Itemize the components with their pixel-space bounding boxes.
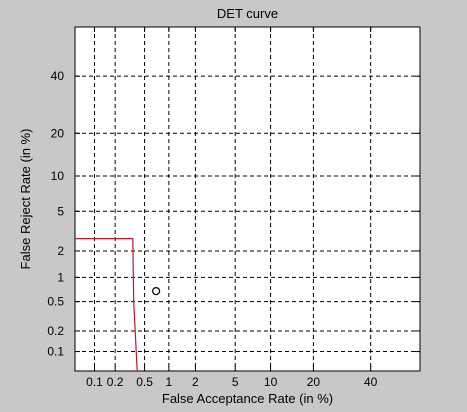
plot-area — [75, 27, 420, 371]
x-tick-label: 0.2 — [107, 375, 124, 389]
x-tick-label: 1 — [166, 375, 173, 389]
y-tick-label: 0.2 — [47, 324, 64, 338]
x-tick-label: 5 — [232, 375, 239, 389]
y-tick-label: 40 — [51, 69, 65, 83]
y-tick-label: 20 — [51, 126, 65, 140]
x-axis-label: False Acceptance Rate (in %) — [162, 391, 333, 406]
y-axis-label: False Reject Rate (in %) — [18, 129, 33, 270]
x-tick-label: 20 — [307, 375, 321, 389]
operating-point-marker — [153, 288, 160, 295]
x-tick-label: 2 — [192, 375, 199, 389]
y-tick-labels: 0.1 0.2 0.5 1 2 5 10 20 40 — [47, 69, 64, 358]
x-tick-label: 0.5 — [136, 375, 153, 389]
y-tick-label: 0.1 — [47, 345, 64, 359]
x-tick-label: 10 — [264, 375, 278, 389]
y-tick-label: 0.5 — [47, 295, 64, 309]
y-tick-label: 2 — [57, 244, 64, 258]
chart-title: DET curve — [217, 6, 278, 21]
x-tick-label: 40 — [364, 375, 378, 389]
y-tick-label: 10 — [51, 169, 65, 183]
y-tick-label: 5 — [57, 204, 64, 218]
y-tick-label: 1 — [57, 270, 64, 284]
x-tick-labels: 0.1 0.2 0.5 1 2 5 10 20 40 — [86, 375, 378, 389]
x-tick-label: 0.1 — [86, 375, 103, 389]
